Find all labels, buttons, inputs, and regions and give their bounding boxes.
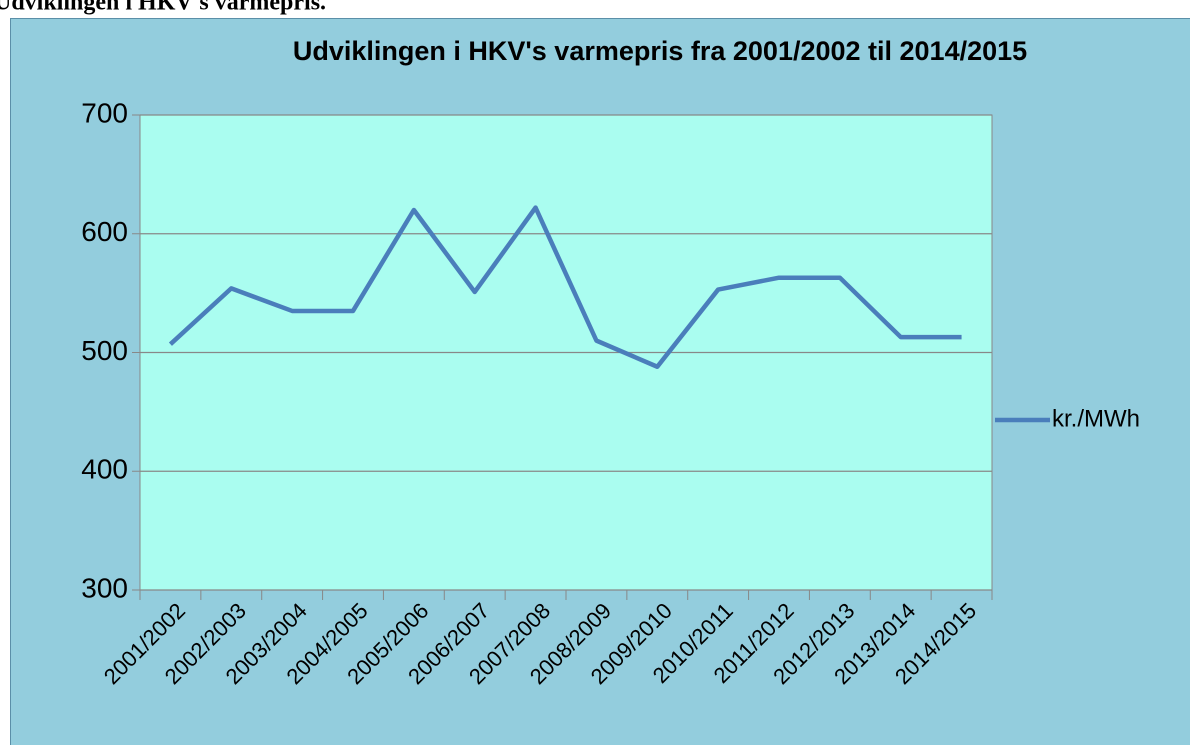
y-tick-label: 700: [81, 97, 128, 128]
caption: Udviklingen i HKV's varmepris.: [0, 0, 326, 16]
y-tick-label: 300: [81, 572, 128, 603]
line-series: [168, 205, 962, 369]
y-tick-label: 400: [81, 454, 128, 485]
y-tick-label: 600: [81, 216, 128, 247]
legend-label: kr./MWh: [1052, 405, 1140, 432]
chart-title: Udviklingen i HKV's varmepris fra 2001/2…: [293, 36, 1027, 66]
y-tick-label: 500: [81, 335, 128, 366]
